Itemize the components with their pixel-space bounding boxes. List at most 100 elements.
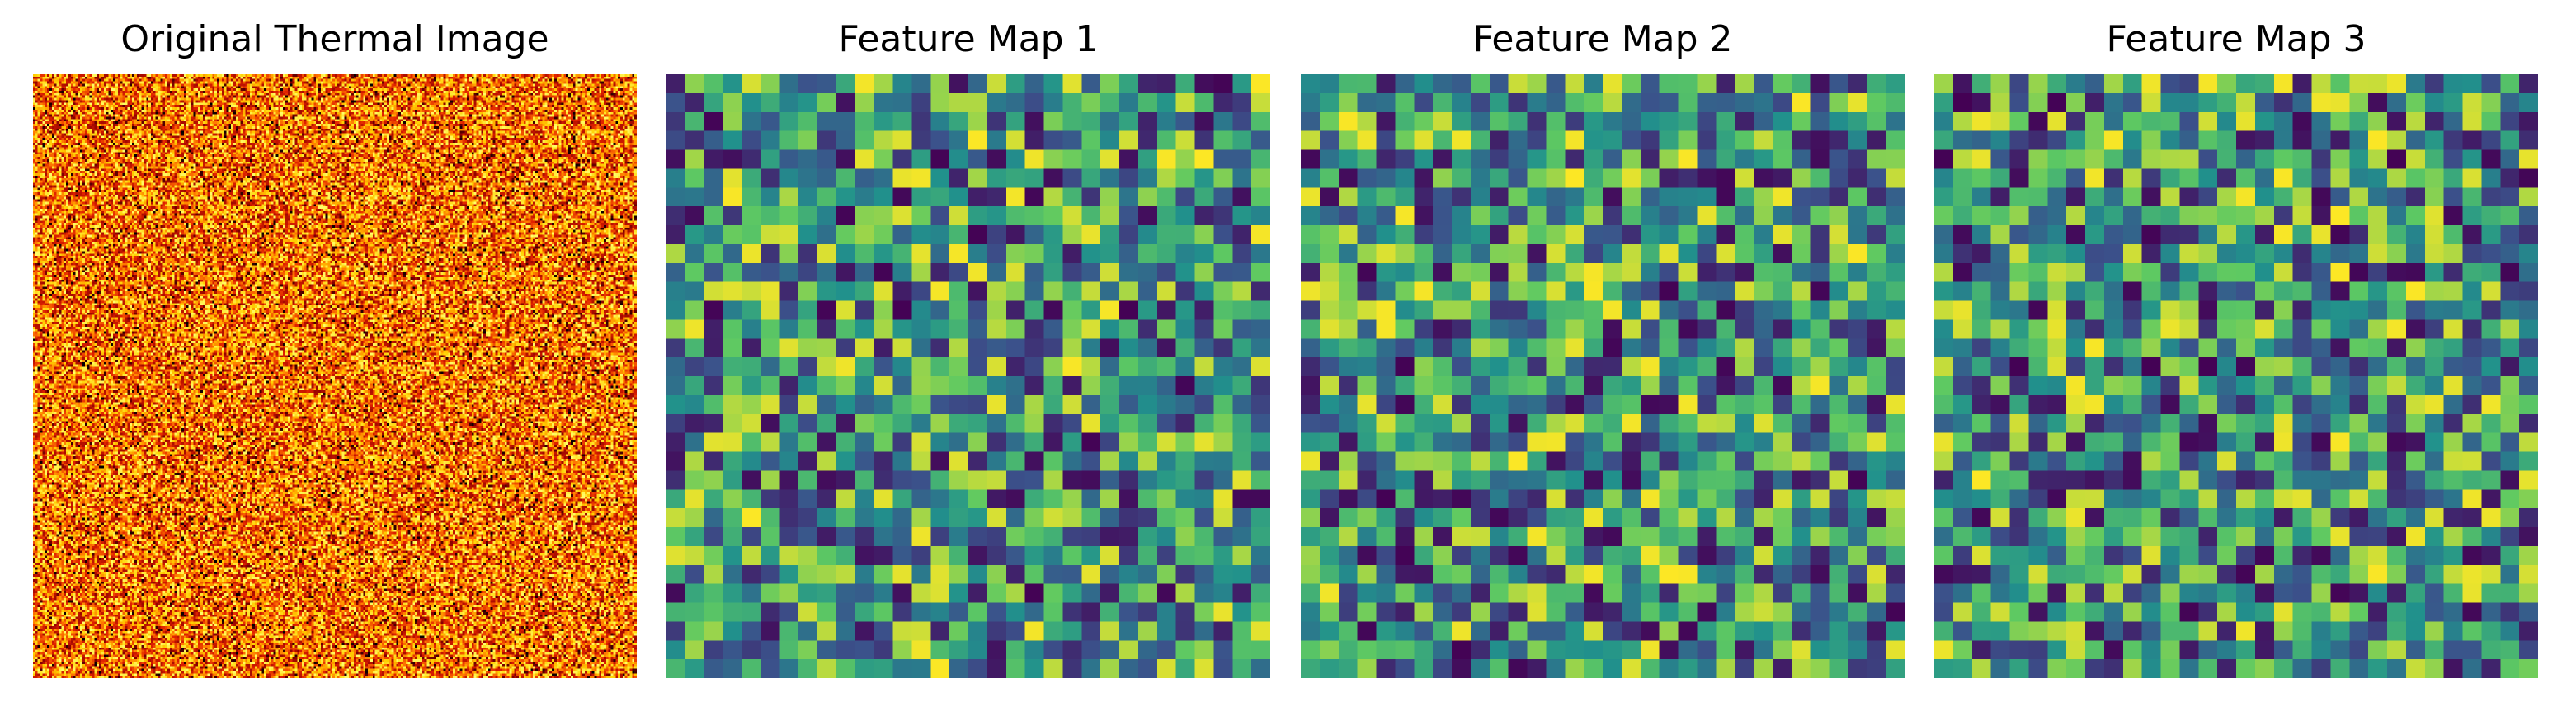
heatmap-cell <box>250 110 252 112</box>
heatmap-cell <box>35 102 38 105</box>
heatmap-cell <box>146 110 148 112</box>
heatmap-cell <box>335 79 337 82</box>
heatmap-cell <box>226 105 228 107</box>
heatmap-cell <box>309 74 312 77</box>
heatmap-cell <box>307 79 309 82</box>
heatmap-cell <box>186 74 189 77</box>
heatmap-cell <box>313 112 316 115</box>
heatmap-cell <box>288 82 290 84</box>
heatmap-cell <box>212 88 214 91</box>
heatmap-cell <box>360 110 363 112</box>
heatmap-cell <box>578 74 581 77</box>
heatmap-cell <box>228 110 231 112</box>
heatmap-cell <box>283 79 285 82</box>
heatmap-cell <box>354 116 356 119</box>
heatmap-cell <box>134 96 137 98</box>
heatmap-cell <box>582 100 585 102</box>
heatmap-cell <box>408 93 411 96</box>
heatmap-cell <box>562 110 564 112</box>
heatmap-cell <box>360 83 363 86</box>
heatmap-cell <box>620 105 623 107</box>
heatmap-cell <box>439 112 441 115</box>
heatmap-cell <box>332 98 335 101</box>
heatmap-cell <box>495 86 497 88</box>
heatmap-cell <box>285 77 288 79</box>
heatmap-cell <box>585 79 587 82</box>
heatmap-cell <box>90 100 92 102</box>
heatmap-cell <box>49 86 52 88</box>
heatmap-cell <box>606 102 609 105</box>
heatmap-cell <box>45 96 47 98</box>
heatmap-cell <box>365 96 368 98</box>
heatmap-cell <box>349 107 351 110</box>
heatmap-cell <box>599 93 601 96</box>
heatmap-cell <box>299 107 302 110</box>
heatmap-cell <box>257 83 260 86</box>
heatmap-cell <box>592 105 595 107</box>
heatmap-cell <box>160 91 162 93</box>
heatmap-cell <box>35 107 38 110</box>
heatmap-cell <box>142 93 144 96</box>
heatmap-cell <box>73 82 76 84</box>
heatmap-cell <box>59 100 61 102</box>
heatmap-cell <box>250 116 252 119</box>
heatmap-cell <box>285 88 288 91</box>
heatmap-cell <box>278 86 280 88</box>
heatmap-cell <box>130 79 132 82</box>
heatmap-cell <box>455 105 458 107</box>
heatmap-cell <box>177 86 179 88</box>
heatmap-cell <box>592 98 595 101</box>
heatmap-cell <box>573 77 576 79</box>
heatmap-cell <box>477 100 479 102</box>
heatmap-cell <box>511 98 514 101</box>
heatmap-cell <box>208 102 210 105</box>
heatmap-cell <box>304 88 307 91</box>
heatmap-cell <box>290 91 293 93</box>
heatmap-cell <box>571 91 573 93</box>
heatmap-cell <box>158 119 161 121</box>
heatmap-cell <box>455 77 458 79</box>
heatmap-cell <box>160 116 162 119</box>
heatmap-cell <box>427 100 430 102</box>
heatmap-cell <box>444 86 446 88</box>
heatmap-cell <box>101 112 104 115</box>
heatmap-cell <box>132 88 134 91</box>
heatmap-cell <box>266 110 269 112</box>
heatmap-cell <box>193 93 195 96</box>
heatmap-cell <box>82 100 85 102</box>
heatmap-cell <box>609 105 611 107</box>
heatmap-cell <box>436 98 439 101</box>
heatmap-cell <box>125 107 128 110</box>
heatmap-cell <box>511 100 514 102</box>
heatmap-cell <box>35 115 38 117</box>
heatmap-cell <box>500 107 502 110</box>
heatmap-cell <box>623 77 625 79</box>
heatmap-cell <box>210 96 212 98</box>
heatmap-cell <box>547 107 549 110</box>
heatmap-cell <box>563 86 566 88</box>
heatmap-cell <box>488 115 491 117</box>
heatmap-cell <box>104 116 106 119</box>
heatmap-cell <box>335 82 337 84</box>
heatmap-cell <box>45 112 47 115</box>
heatmap-cell <box>175 82 177 84</box>
heatmap-cell <box>563 107 566 110</box>
heatmap-cell <box>294 98 297 101</box>
heatmap-cell <box>332 79 335 82</box>
heatmap-cell <box>436 88 439 91</box>
heatmap-cell <box>127 102 130 105</box>
heatmap-cell <box>266 79 269 82</box>
heatmap-cell <box>359 98 361 101</box>
heatmap-cell <box>483 96 486 98</box>
heatmap-cell <box>323 107 326 110</box>
heatmap-cell <box>609 77 611 79</box>
heatmap-cell <box>177 115 179 117</box>
heatmap-cell <box>87 100 90 102</box>
heatmap-cell <box>623 83 625 86</box>
heatmap-cell <box>472 100 474 102</box>
heatmap-cell <box>189 115 191 117</box>
heatmap-cell <box>495 91 497 93</box>
heatmap-cell <box>264 110 266 112</box>
heatmap-cell <box>243 82 245 84</box>
heatmap-cell <box>511 105 514 107</box>
